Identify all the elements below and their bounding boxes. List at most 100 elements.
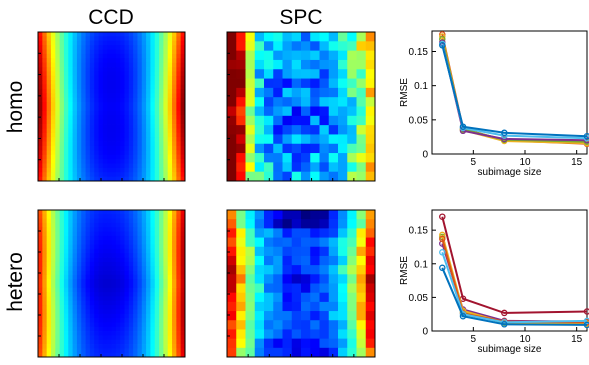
heatmap-cell — [356, 320, 367, 330]
heatmap-cell — [365, 347, 376, 358]
heatmap-cell — [176, 128, 182, 134]
heatmap-cell — [89, 176, 95, 182]
heatmap-cell — [72, 339, 78, 345]
heatmap-cell — [273, 78, 283, 89]
heatmap-cell — [38, 352, 43, 358]
heatmap-cell — [102, 53, 108, 59]
heatmap-cell — [180, 80, 186, 85]
heatmap-cell — [42, 62, 48, 68]
heatmap-cell — [46, 248, 52, 254]
heatmap-cell — [42, 322, 48, 328]
heatmap-cell — [72, 110, 78, 116]
heatmap-cell — [291, 153, 302, 163]
heatmap-cell — [38, 110, 43, 116]
heatmap-cell — [154, 344, 160, 349]
heatmap-cell — [128, 253, 134, 258]
heatmap-cell — [133, 305, 138, 310]
heatmap-hetero-spc — [226, 209, 376, 358]
heatmap-cell — [137, 331, 143, 336]
heatmap-cell — [120, 300, 125, 306]
heatmap-cell — [133, 32, 138, 37]
heatmap-cell — [50, 253, 56, 258]
heatmap-cell — [154, 145, 160, 151]
heatmap-cell — [120, 227, 125, 233]
heatmap-cell — [227, 283, 237, 294]
heatmap-cell — [254, 338, 265, 349]
heatmap-cell — [85, 261, 91, 267]
heatmap-cell — [356, 347, 367, 358]
heatmap-cell — [89, 244, 95, 250]
heatmap-cell — [55, 71, 61, 77]
heatmap-cell — [167, 240, 173, 245]
heatmap-cell — [291, 283, 302, 294]
heatmap-cell — [38, 300, 43, 306]
heatmap-cell — [111, 313, 117, 319]
heatmap-cell — [176, 352, 182, 358]
heatmap-cell — [291, 210, 302, 220]
heatmap-cell — [176, 313, 182, 319]
heatmap-cell — [146, 309, 151, 315]
heatmap-cell — [159, 218, 164, 224]
heatmap-cell — [72, 270, 78, 276]
heatmap-cell — [167, 88, 173, 94]
heatmap-cell — [46, 36, 52, 42]
heatmap-cell — [150, 176, 156, 182]
heatmap-cell — [365, 255, 376, 266]
heatmap-cell — [85, 210, 91, 215]
heatmap-cell — [159, 163, 164, 169]
heatmap-cell — [55, 40, 61, 46]
heatmap-cell — [133, 106, 138, 112]
heatmap-cell — [236, 255, 246, 266]
heatmap-cell — [146, 141, 151, 147]
heatmap-cell — [146, 326, 151, 332]
heatmap-cell — [46, 244, 52, 250]
heatmap-cell — [89, 124, 95, 129]
heatmap-cell — [98, 339, 104, 345]
heatmap-cell — [63, 40, 69, 46]
heatmap-cell — [76, 279, 82, 284]
heatmap-cell — [89, 218, 95, 224]
heatmap-cell — [111, 163, 117, 169]
heatmap-cell — [81, 279, 86, 284]
heatmap-cell — [137, 344, 143, 349]
heatmap-cell — [76, 352, 82, 358]
heatmap-frame — [226, 209, 376, 358]
heatmap-cell — [146, 58, 151, 64]
heatmap-cell — [159, 266, 164, 271]
heatmap-cell — [254, 265, 265, 275]
heatmap-cell — [154, 222, 160, 228]
heatmap-cell — [264, 143, 274, 154]
heatmap-cell — [98, 322, 104, 328]
heatmap-cell — [59, 326, 65, 332]
heatmap-cell — [59, 222, 65, 228]
heatmap-cell — [159, 231, 164, 237]
heatmap-cell — [356, 41, 367, 52]
heatmap-cell — [163, 279, 169, 284]
heatmap-cell — [76, 84, 82, 90]
heatmap-cell — [120, 287, 125, 293]
heatmap-cell — [159, 32, 164, 37]
heatmap-cell — [63, 106, 69, 112]
heatmap-cell — [85, 115, 91, 121]
heatmap-cell — [180, 214, 186, 220]
heatmap-cell — [159, 270, 164, 276]
heatmap-cell — [128, 322, 134, 328]
heatmap-cell — [167, 62, 173, 68]
heatmap-cell — [319, 134, 330, 145]
heatmap-cell — [347, 162, 357, 173]
heatmap-cell — [141, 176, 147, 182]
heatmap-cell — [310, 87, 320, 98]
heatmap-cell — [319, 153, 330, 163]
heatmap-cell — [120, 348, 125, 354]
heatmap-cell — [76, 287, 82, 293]
heatmap-cell — [120, 36, 125, 42]
heatmap-cell — [163, 339, 169, 345]
heatmap-cell — [146, 248, 151, 254]
heatmap-cell — [133, 40, 138, 46]
heatmap-cell — [94, 145, 99, 151]
heatmap-cell — [98, 58, 104, 64]
heatmap-cell — [85, 84, 91, 90]
heatmap-cell — [141, 305, 147, 310]
heatmap-cell — [163, 331, 169, 336]
heatmap-cell — [154, 80, 160, 85]
